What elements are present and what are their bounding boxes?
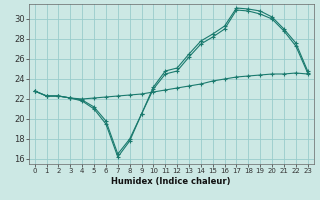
X-axis label: Humidex (Indice chaleur): Humidex (Indice chaleur)	[111, 177, 231, 186]
